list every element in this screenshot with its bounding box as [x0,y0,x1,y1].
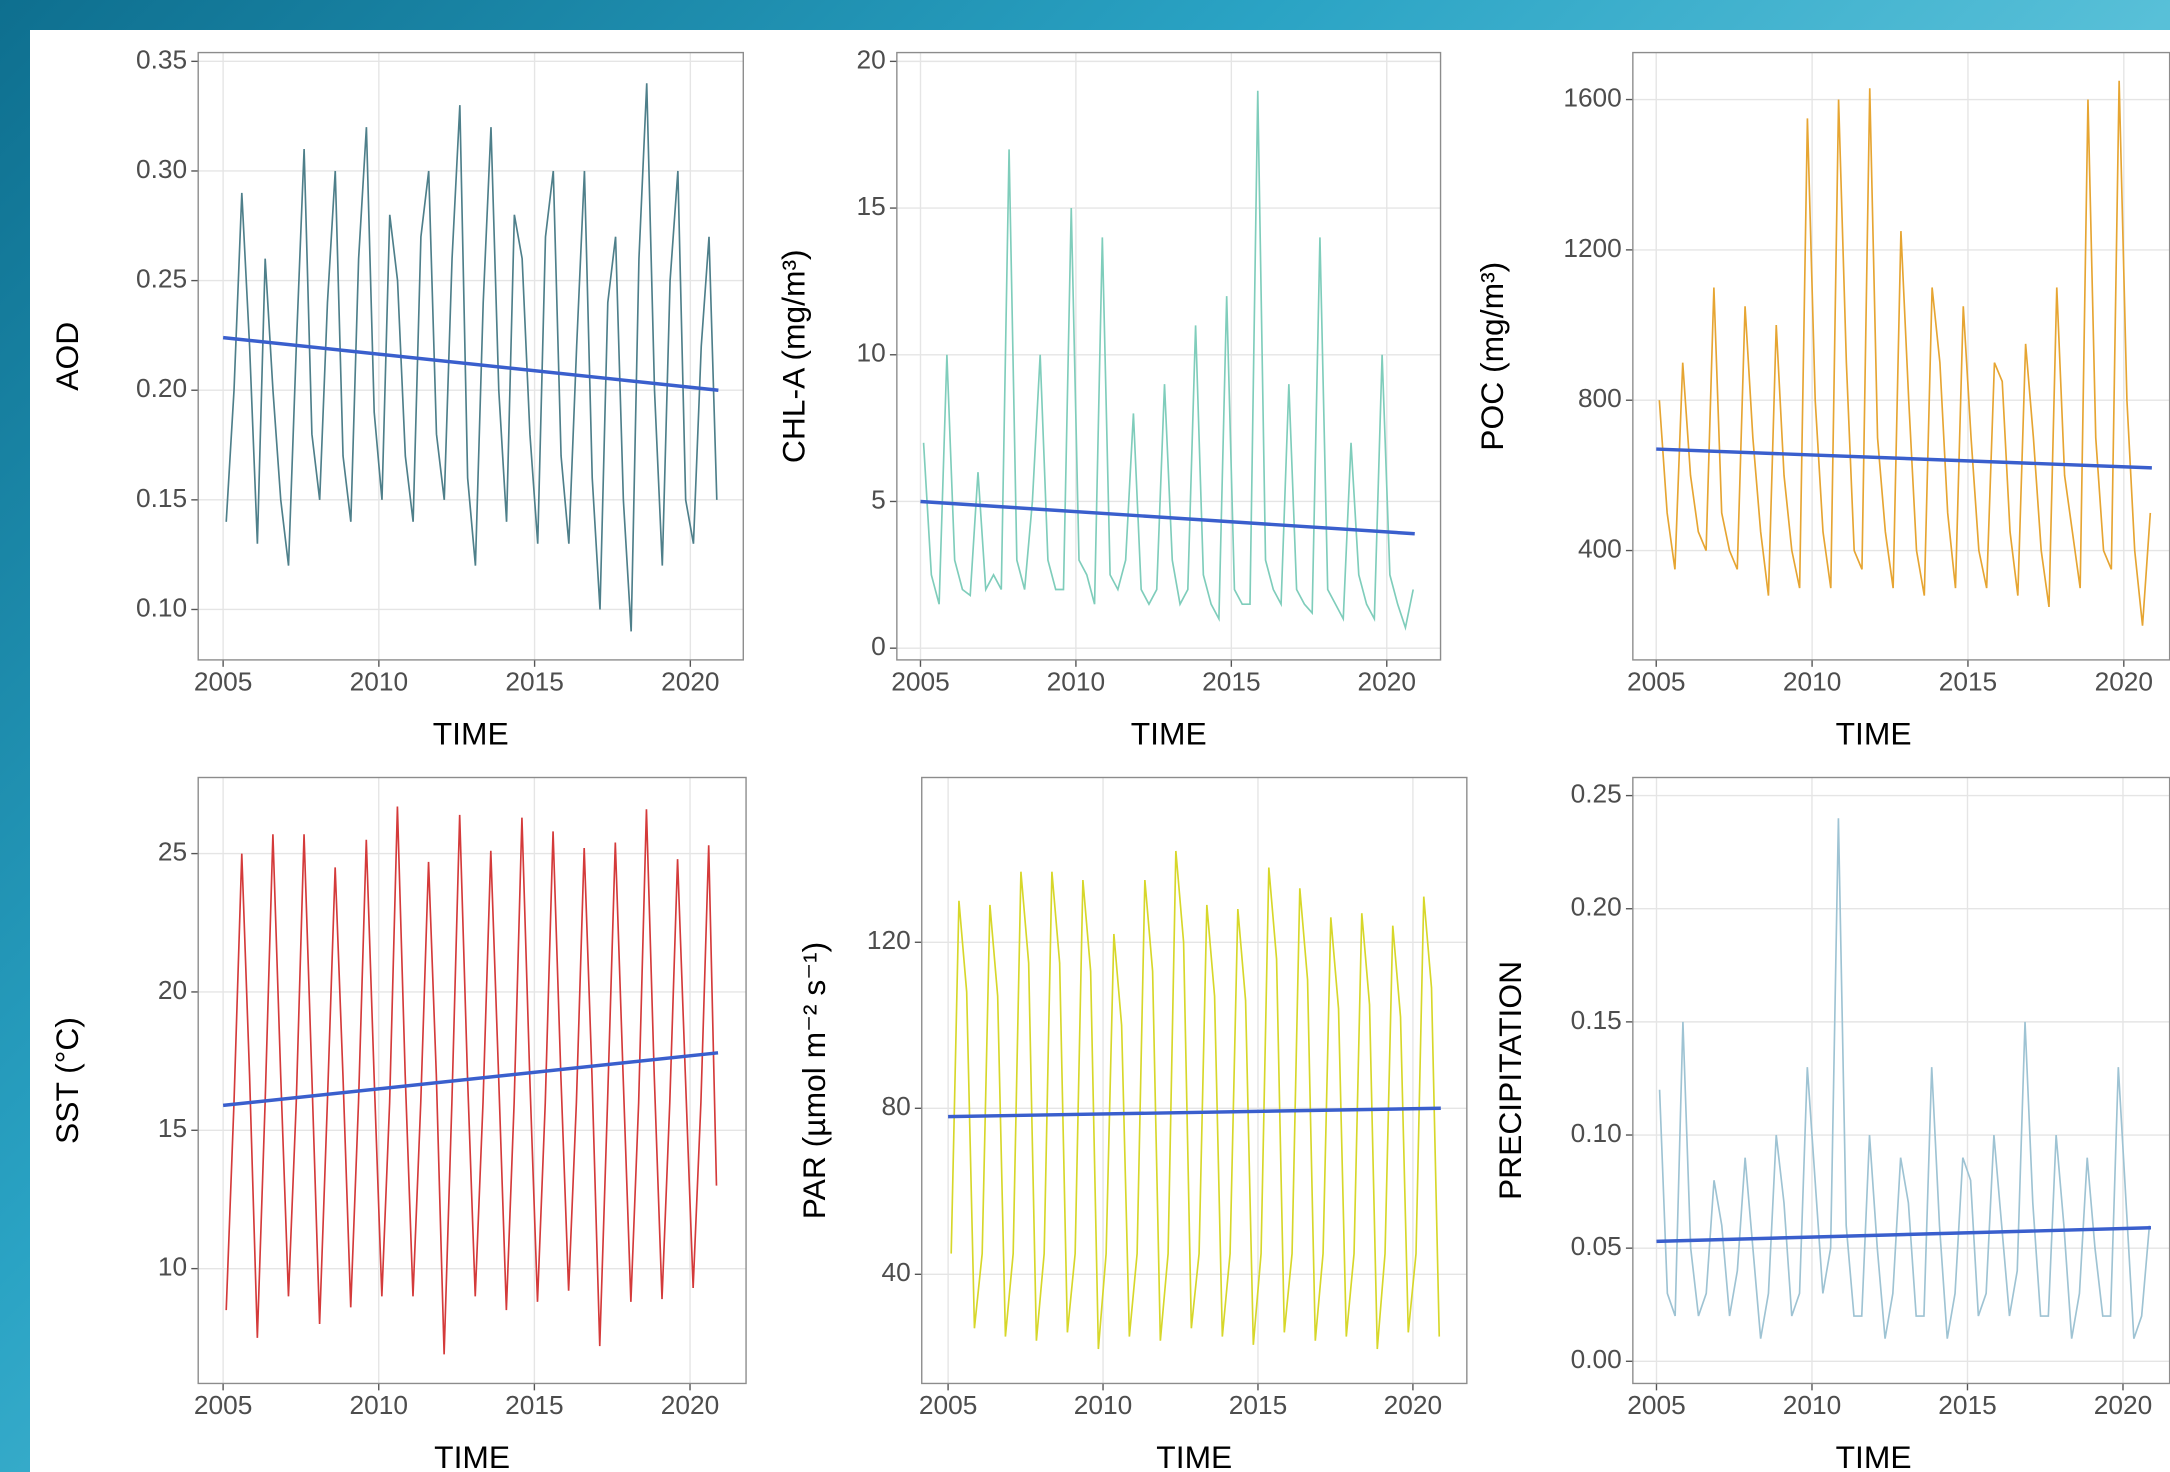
y-tick-label: 15 [158,1113,187,1143]
y-tick-label: 1200 [1563,233,1621,263]
y-axis-title: AOD [49,322,85,391]
y-tick-label: 800 [1578,383,1622,413]
y-tick-label: 0.25 [1571,779,1622,809]
y-tick-label: 25 [158,837,187,867]
x-tick-label: 2015 [505,1390,563,1420]
x-tick-label: 2005 [1627,1390,1685,1420]
y-tick-label: 10 [857,338,886,368]
x-tick-label: 2005 [1627,666,1685,696]
x-axis-title: TIME [434,1439,510,1472]
x-tick-label: 2020 [1384,1390,1442,1420]
x-axis-title: TIME [1836,1439,1912,1472]
y-axis-title: SST (°C) [49,1017,85,1144]
y-tick-label: 80 [881,1091,910,1121]
x-axis-title: TIME [1131,715,1207,751]
x-axis-title: TIME [1156,1439,1232,1472]
x-tick-label: 2020 [2094,1390,2152,1420]
x-tick-label: 2020 [1358,666,1416,696]
y-tick-label: 0.25 [136,264,187,294]
x-tick-label: 2010 [1047,666,1105,696]
y-axis-title: PRECIPITATION [1492,961,1528,1200]
x-tick-label: 2015 [1938,1390,1996,1420]
x-tick-label: 2020 [661,666,719,696]
y-tick-label: 1600 [1563,82,1621,112]
y-tick-label: 0.15 [1571,1005,1622,1035]
plot-background [198,53,743,660]
x-tick-label: 2010 [350,1390,408,1420]
x-tick-label: 2015 [1939,666,1997,696]
y-axis-title: CHL-A (mg/m³) [775,249,811,463]
y-tick-label: 0.10 [136,592,187,622]
y-tick-label: 0.30 [136,154,187,184]
y-tick-label: 20 [857,44,886,74]
x-axis-title: TIME [1836,715,1912,751]
x-tick-label: 2020 [661,1390,719,1420]
y-tick-label: 0.05 [1571,1231,1622,1261]
chart-grid: 0.100.150.200.250.300.352005201020152020… [0,0,2170,1472]
x-tick-label: 2015 [1202,666,1260,696]
y-tick-label: 0.00 [1571,1344,1622,1374]
y-tick-label: 0 [871,631,886,661]
x-tick-label: 2020 [2095,666,2153,696]
x-tick-label: 2005 [919,1390,977,1420]
plot-background [1633,778,2170,1384]
y-tick-label: 120 [867,925,911,955]
y-tick-label: 400 [1578,533,1622,563]
x-tick-label: 2005 [194,666,252,696]
y-tick-label: 0.15 [136,483,187,513]
page: 0.100.150.200.250.300.352005201020152020… [0,0,2170,1472]
y-tick-label: 0.10 [1571,1118,1622,1148]
x-tick-label: 2010 [1783,1390,1841,1420]
y-tick-label: 0.20 [1571,892,1622,922]
x-tick-label: 2005 [891,666,949,696]
y-axis-title: PAR (µmol m⁻² s⁻¹) [796,942,832,1219]
x-axis-title: TIME [433,715,509,751]
y-tick-label: 40 [881,1257,910,1287]
x-tick-label: 2010 [1074,1390,1132,1420]
y-axis-title: POC (mg/m³) [1474,262,1510,451]
x-tick-label: 2010 [350,666,408,696]
y-tick-label: 5 [871,484,886,514]
x-tick-label: 2015 [505,666,563,696]
y-tick-label: 20 [158,975,187,1005]
x-tick-label: 2015 [1229,1390,1287,1420]
x-tick-label: 2010 [1783,666,1841,696]
y-tick-label: 0.20 [136,373,187,403]
y-tick-label: 15 [857,191,886,221]
y-tick-label: 0.35 [136,44,187,74]
y-tick-label: 10 [158,1252,187,1282]
x-tick-label: 2005 [194,1390,252,1420]
